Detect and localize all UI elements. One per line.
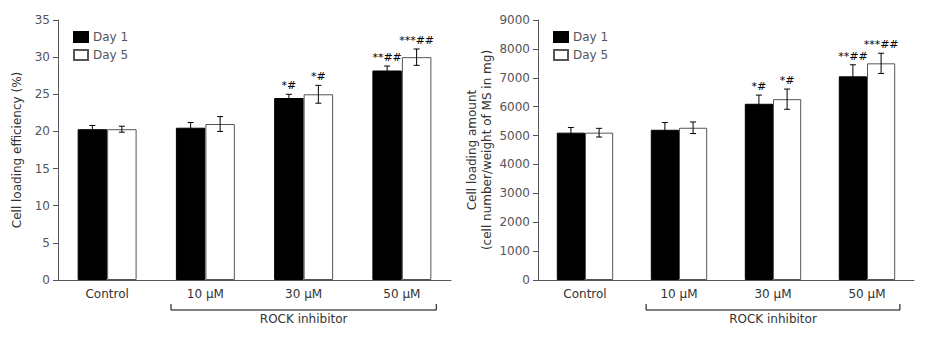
svg-text:30 μM: 30 μM: [754, 287, 791, 301]
svg-text:Day 5: Day 5: [93, 48, 128, 62]
svg-text:50 μM: 50 μM: [383, 287, 420, 301]
svg-text:0: 0: [522, 273, 530, 287]
svg-text:20: 20: [35, 124, 50, 138]
svg-text:*#: *#: [311, 70, 326, 83]
svg-text:7000: 7000: [499, 71, 530, 85]
svg-text:6000: 6000: [499, 100, 530, 114]
svg-text:Day 1: Day 1: [573, 30, 608, 44]
svg-text:Control: Control: [563, 287, 606, 301]
svg-text:4000: 4000: [499, 157, 530, 171]
svg-text:*#: *#: [752, 80, 767, 93]
svg-text:25: 25: [35, 87, 50, 101]
svg-text:Cell loading efficiency (%): Cell loading efficiency (%): [10, 72, 24, 228]
svg-text:10 μM: 10 μM: [187, 287, 224, 301]
svg-text:10: 10: [35, 199, 50, 213]
svg-text:ROCK inhibitor: ROCK inhibitor: [260, 312, 348, 326]
svg-text:***##: ***##: [864, 38, 899, 51]
svg-text:3000: 3000: [499, 186, 530, 200]
svg-text:***##: ***##: [399, 34, 434, 47]
svg-text:8000: 8000: [499, 42, 530, 56]
svg-text:Cell loading amount: Cell loading amount: [465, 89, 479, 210]
svg-text:ROCK inhibitor: ROCK inhibitor: [729, 312, 817, 326]
svg-text:Control: Control: [85, 287, 128, 301]
svg-text:0: 0: [42, 273, 50, 287]
svg-text:10 μM: 10 μM: [660, 287, 697, 301]
svg-text:(cell number/weight of MS in m: (cell number/weight of MS in mg): [480, 50, 494, 250]
svg-text:30: 30: [35, 50, 50, 64]
svg-text:35: 35: [35, 13, 50, 27]
svg-text:5: 5: [42, 236, 50, 250]
svg-text:1000: 1000: [499, 244, 530, 258]
svg-text:2000: 2000: [499, 215, 530, 229]
svg-text:*#: *#: [780, 74, 795, 87]
svg-text:30 μM: 30 μM: [285, 287, 322, 301]
svg-text:**##: **##: [372, 51, 401, 64]
svg-text:Day 5: Day 5: [573, 48, 608, 62]
svg-text:Day 1: Day 1: [93, 30, 128, 44]
svg-text:50 μM: 50 μM: [848, 287, 885, 301]
svg-text:*#: *#: [282, 79, 297, 92]
svg-text:9000: 9000: [499, 13, 530, 27]
svg-text:5000: 5000: [499, 129, 530, 143]
svg-text:15: 15: [35, 162, 50, 176]
svg-text:**##: **##: [838, 50, 867, 63]
